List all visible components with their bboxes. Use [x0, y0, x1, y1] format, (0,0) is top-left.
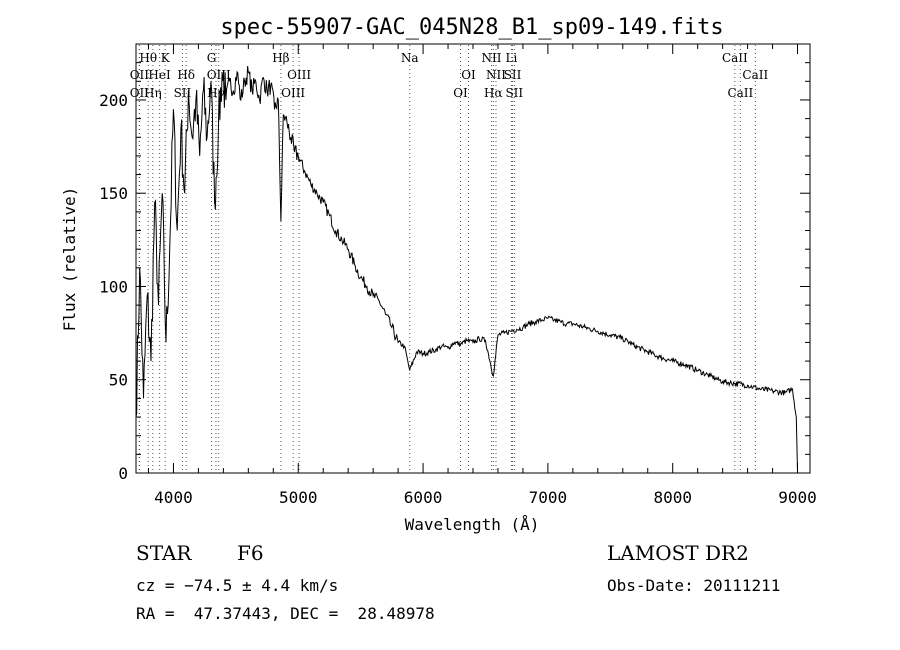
line-marker-label: NII: [486, 68, 506, 82]
coordinates: RA = 47.37443, DEC = 28.48978: [136, 604, 435, 623]
line-marker-label: Hβ: [272, 51, 289, 65]
line-marker-label: OIII: [287, 68, 311, 82]
y-tick-label: 0: [118, 464, 128, 483]
survey-label: LAMOST DR2: [607, 541, 749, 565]
y-axis: 0 50 100 150 200: [99, 43, 810, 483]
spectrum-line: [135, 66, 798, 472]
y-axis-label: Flux (relative): [60, 187, 79, 332]
x-axis-label: Wavelength (Å): [405, 515, 540, 534]
line-marker-label: OI: [461, 68, 476, 82]
line-marker-label: Hθ: [139, 51, 157, 65]
y-tick-label: 200: [99, 91, 128, 110]
obs-date: Obs-Date: 20111211: [607, 576, 781, 595]
line-marker-label: K: [161, 51, 171, 65]
chart-title: spec-55907-GAC_045N28_B1_sp09-149.fits: [220, 15, 723, 40]
line-marker-label: HeI: [148, 68, 171, 82]
redshift-value: cz = −74.5 ± 4.4 km/s: [136, 576, 339, 595]
line-marker-label: OI: [453, 86, 468, 100]
object-subclass: F6: [237, 541, 264, 565]
line-marker-label: Li: [506, 51, 518, 65]
line-marker-label: OIII: [207, 68, 231, 82]
x-tick-label: 8000: [653, 488, 692, 507]
line-marker-label: CaII: [727, 86, 753, 100]
line-marker-label: SII: [505, 86, 523, 100]
x-axis: 4000 5000 6000 7000 8000 9000: [147, 44, 817, 507]
plot-frame: [135, 43, 811, 474]
y-tick-label: 150: [99, 184, 128, 203]
line-marker-label: G: [207, 51, 217, 65]
line-marker-label: Na: [401, 51, 419, 65]
line-marker-label: OII: [130, 86, 150, 100]
line-marker-label: Hη: [144, 86, 162, 100]
line-marker-label: NII: [481, 51, 501, 65]
line-marker-label: SII: [174, 86, 192, 100]
line-marker-label: CaII: [742, 68, 768, 82]
x-tick-label: 7000: [529, 488, 568, 507]
y-tick-label: 50: [109, 371, 128, 390]
y-tick-label: 100: [99, 277, 128, 296]
x-tick-label: 9000: [778, 488, 817, 507]
line-marker-label: Hδ: [177, 68, 195, 82]
line-marker-label: SII: [504, 68, 522, 82]
line-marker-label: CaII: [722, 51, 748, 65]
line-marker-label: OII: [130, 68, 150, 82]
x-tick-label: 4000: [154, 488, 193, 507]
object-class: STAR: [136, 541, 192, 565]
line-marker-label: OIII: [281, 86, 305, 100]
x-tick-label: 6000: [404, 488, 443, 507]
x-tick-label: 5000: [279, 488, 318, 507]
line-marker-label: Hα: [484, 86, 503, 100]
spectrum-series: [135, 66, 798, 472]
